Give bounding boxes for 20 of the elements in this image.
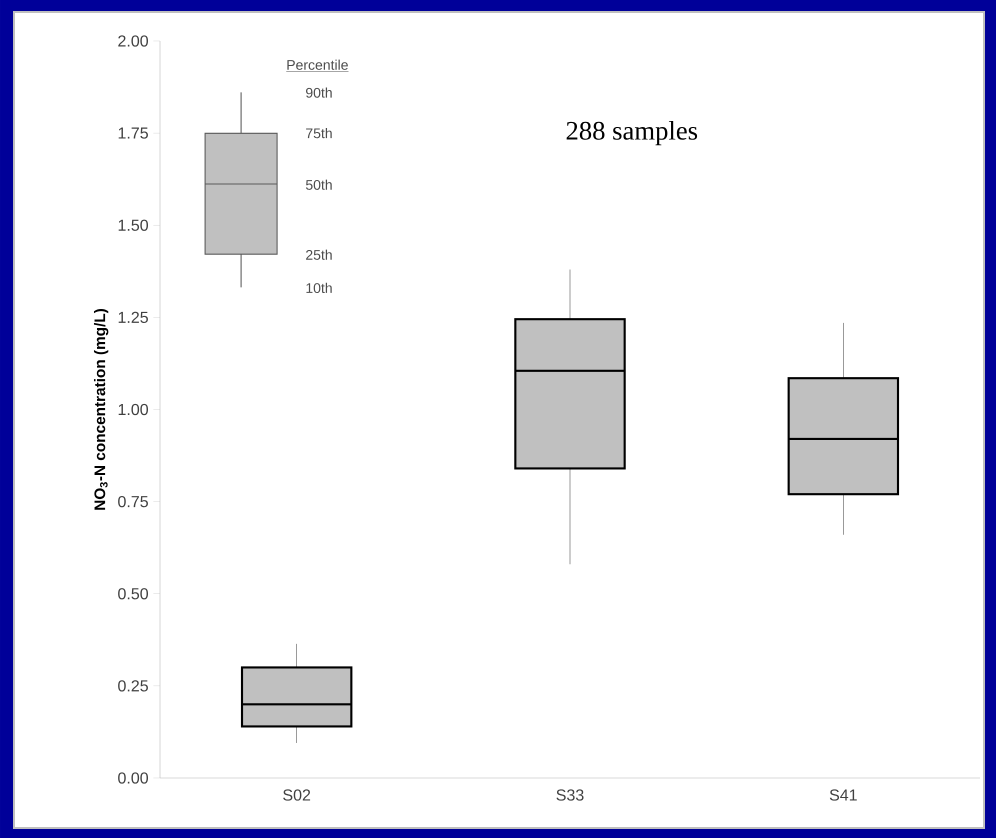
y-tick-label: 0.25 [118, 680, 148, 692]
annotation: 25th [306, 250, 332, 260]
annotation: 50th [306, 180, 332, 190]
y-tick-label: 1.50 [118, 220, 148, 231]
y-tick-label: 0.50 [118, 588, 148, 600]
x-tick-label: S41 [830, 789, 857, 801]
annotation: 288 samples [566, 121, 698, 146]
y-tick-label: 0.00 [118, 772, 148, 784]
x-tick-label: S33 [556, 789, 584, 801]
y-tick-label: 1.25 [118, 312, 148, 324]
y-tick-label: 1.00 [118, 404, 148, 416]
y-axis-title: NO$_{3}$-N concentration (mg/L) [94, 308, 108, 510]
annotation: 10th [306, 282, 332, 294]
annotation: 90th [306, 87, 332, 98]
x-tick-label: S02 [283, 789, 310, 801]
y-tick-label: 1.75 [118, 128, 148, 139]
annotation: 75th [306, 128, 332, 138]
y-tick-label: 0.75 [118, 496, 148, 508]
annotation: Percentile [287, 60, 348, 70]
y-tick-label: 2.00 [118, 35, 148, 47]
